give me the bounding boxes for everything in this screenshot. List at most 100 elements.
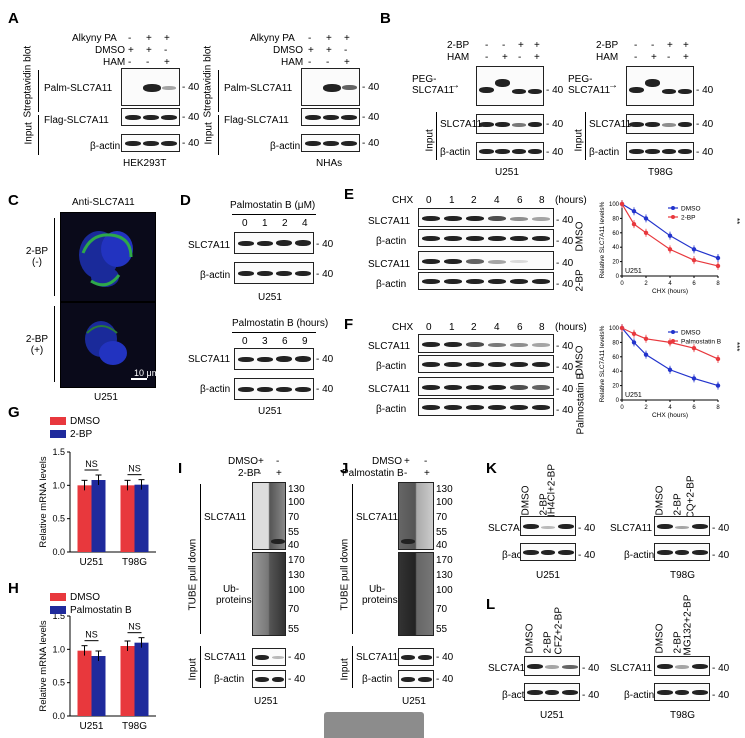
y-axis-label: Relative mRNA levels (38, 456, 49, 548)
legend-swatch (50, 606, 66, 614)
lane-label: CQ+2-BP (685, 475, 697, 519)
sign: + (683, 40, 689, 51)
cell-line-nhas: NHAs (316, 158, 343, 169)
sign: + (308, 45, 314, 56)
blot-f-slc-dmso (418, 334, 554, 353)
sign: + (258, 456, 264, 467)
mw-marker: - 40 (556, 405, 574, 416)
sign: + (326, 45, 332, 56)
mw-tick: 70 (288, 512, 300, 523)
blot-label-slc7a11: SLC7A11 (356, 652, 399, 663)
mw-tick: 170 (288, 555, 305, 566)
y-tick-label: 1.5 (52, 447, 65, 457)
mw-marker: - 40 (316, 239, 334, 250)
mw-tick: 40 (288, 540, 300, 551)
sign: - (485, 52, 489, 63)
data-point (715, 383, 721, 388)
blot-j-input-actin (398, 670, 434, 688)
x-tick-label: 6 (692, 281, 696, 287)
panel-label-f: F (344, 316, 354, 333)
blot-label-actin: β-actin (376, 236, 407, 247)
sign: + (128, 45, 134, 56)
legend-marker (671, 215, 675, 219)
series-line (621, 203, 719, 267)
row-label-dmso: DMSO (95, 45, 125, 56)
data-point (667, 367, 673, 372)
mw-marker: - 40 (556, 258, 574, 269)
y-tick-label: 0 (616, 274, 620, 280)
blot-label-actin: β-actin (376, 361, 407, 372)
mw-marker: - 40 (546, 147, 564, 158)
mw-tick: 70 (436, 604, 448, 615)
blot-e-actin-2bp (418, 272, 554, 290)
legend-label: DMSO (70, 592, 100, 603)
sign: - (518, 52, 522, 63)
y-axis-label: Relative SLC7A11 levels% (599, 201, 606, 278)
sign: - (164, 45, 168, 56)
y-tick-label: 60 (612, 355, 619, 361)
annotation-label: U251 (625, 392, 642, 399)
y-tick-label: 80 (612, 216, 619, 222)
time-label: 0 (426, 195, 432, 206)
cell-line-t98g: T98G (648, 167, 674, 178)
bar (120, 485, 135, 552)
x-axis-label: CHX (hours) (652, 412, 688, 419)
y-axis-label: Relative SLC7A11 levels% (599, 325, 606, 402)
time-label: 2 (471, 195, 477, 206)
blot-peg-b1 (476, 66, 544, 106)
dose-label: 4 (302, 218, 308, 229)
lane-label: DMSO (520, 485, 532, 516)
row-label-2bp: 2-BP (447, 40, 470, 51)
blot-f-actin-dmso (418, 355, 554, 373)
input-label: Input (424, 129, 436, 152)
sign: - (667, 52, 671, 63)
mw-marker: - 40 (436, 652, 454, 663)
arrow-icon: → (450, 80, 460, 91)
mw-tick: 130 (436, 570, 453, 581)
mw-marker: - 40 (288, 652, 306, 663)
sign: - (276, 456, 280, 467)
mw-marker: - 40 (712, 550, 730, 561)
sign: - (634, 52, 638, 63)
y-tick-label: 80 (612, 340, 619, 346)
data-point (667, 247, 673, 252)
significance-label: NS (128, 464, 141, 474)
x-tick-label: 0 (620, 405, 624, 411)
side-label-dmso: DMSO (574, 221, 586, 252)
mw-marker: - 40 (362, 138, 380, 149)
blot-label-slc7a11: SLC7A11 (368, 259, 411, 270)
lane-label: DMSO (654, 623, 666, 654)
x-tick-label: 8 (716, 405, 720, 411)
blot-label-slc7a11: SLC7A11 (368, 341, 411, 352)
mw-tick: 40 (436, 540, 448, 551)
data-point (691, 345, 697, 351)
blot-label-slc7a11: SLC7A11 (488, 523, 531, 534)
lane-label: DMSO (524, 623, 536, 654)
blot-label-actin: β-actin (200, 270, 231, 281)
chx-label: CHX (392, 322, 414, 333)
scrollbar-overlay[interactable] (324, 712, 424, 738)
blot-label-actin: β-actin (270, 141, 301, 152)
data-point (631, 209, 637, 214)
row-label-ham: HAM (281, 57, 304, 68)
unit-label: (hours) (555, 322, 587, 333)
x-tick-label: 8 (716, 281, 720, 287)
condition-label-plus: 2-BP (+) (25, 334, 49, 356)
category-label: U251 (80, 721, 104, 732)
mw-marker: - 40 (316, 269, 334, 280)
data-point (715, 263, 721, 269)
blot-i-ub (252, 552, 286, 636)
blot-label-palm: Palm-SLC7A11 (224, 83, 293, 94)
y-tick-label: 0.5 (52, 678, 65, 688)
dose-label: 2 (282, 218, 288, 229)
mw-marker: - 40 (556, 279, 574, 290)
mw-tick: 70 (288, 604, 300, 615)
lane-label: MG132+2-BP (682, 594, 694, 656)
blot-label-actin: β-actin (214, 674, 245, 685)
mw-marker: - 40 (556, 362, 574, 373)
cell-line-u251: U251 (536, 570, 560, 581)
blot-actin-a2 (301, 134, 360, 152)
blot-label-slc7a11: SLC7A11 (488, 663, 531, 674)
panel-label-a: A (8, 10, 19, 27)
blot-peg-b2 (626, 66, 694, 106)
